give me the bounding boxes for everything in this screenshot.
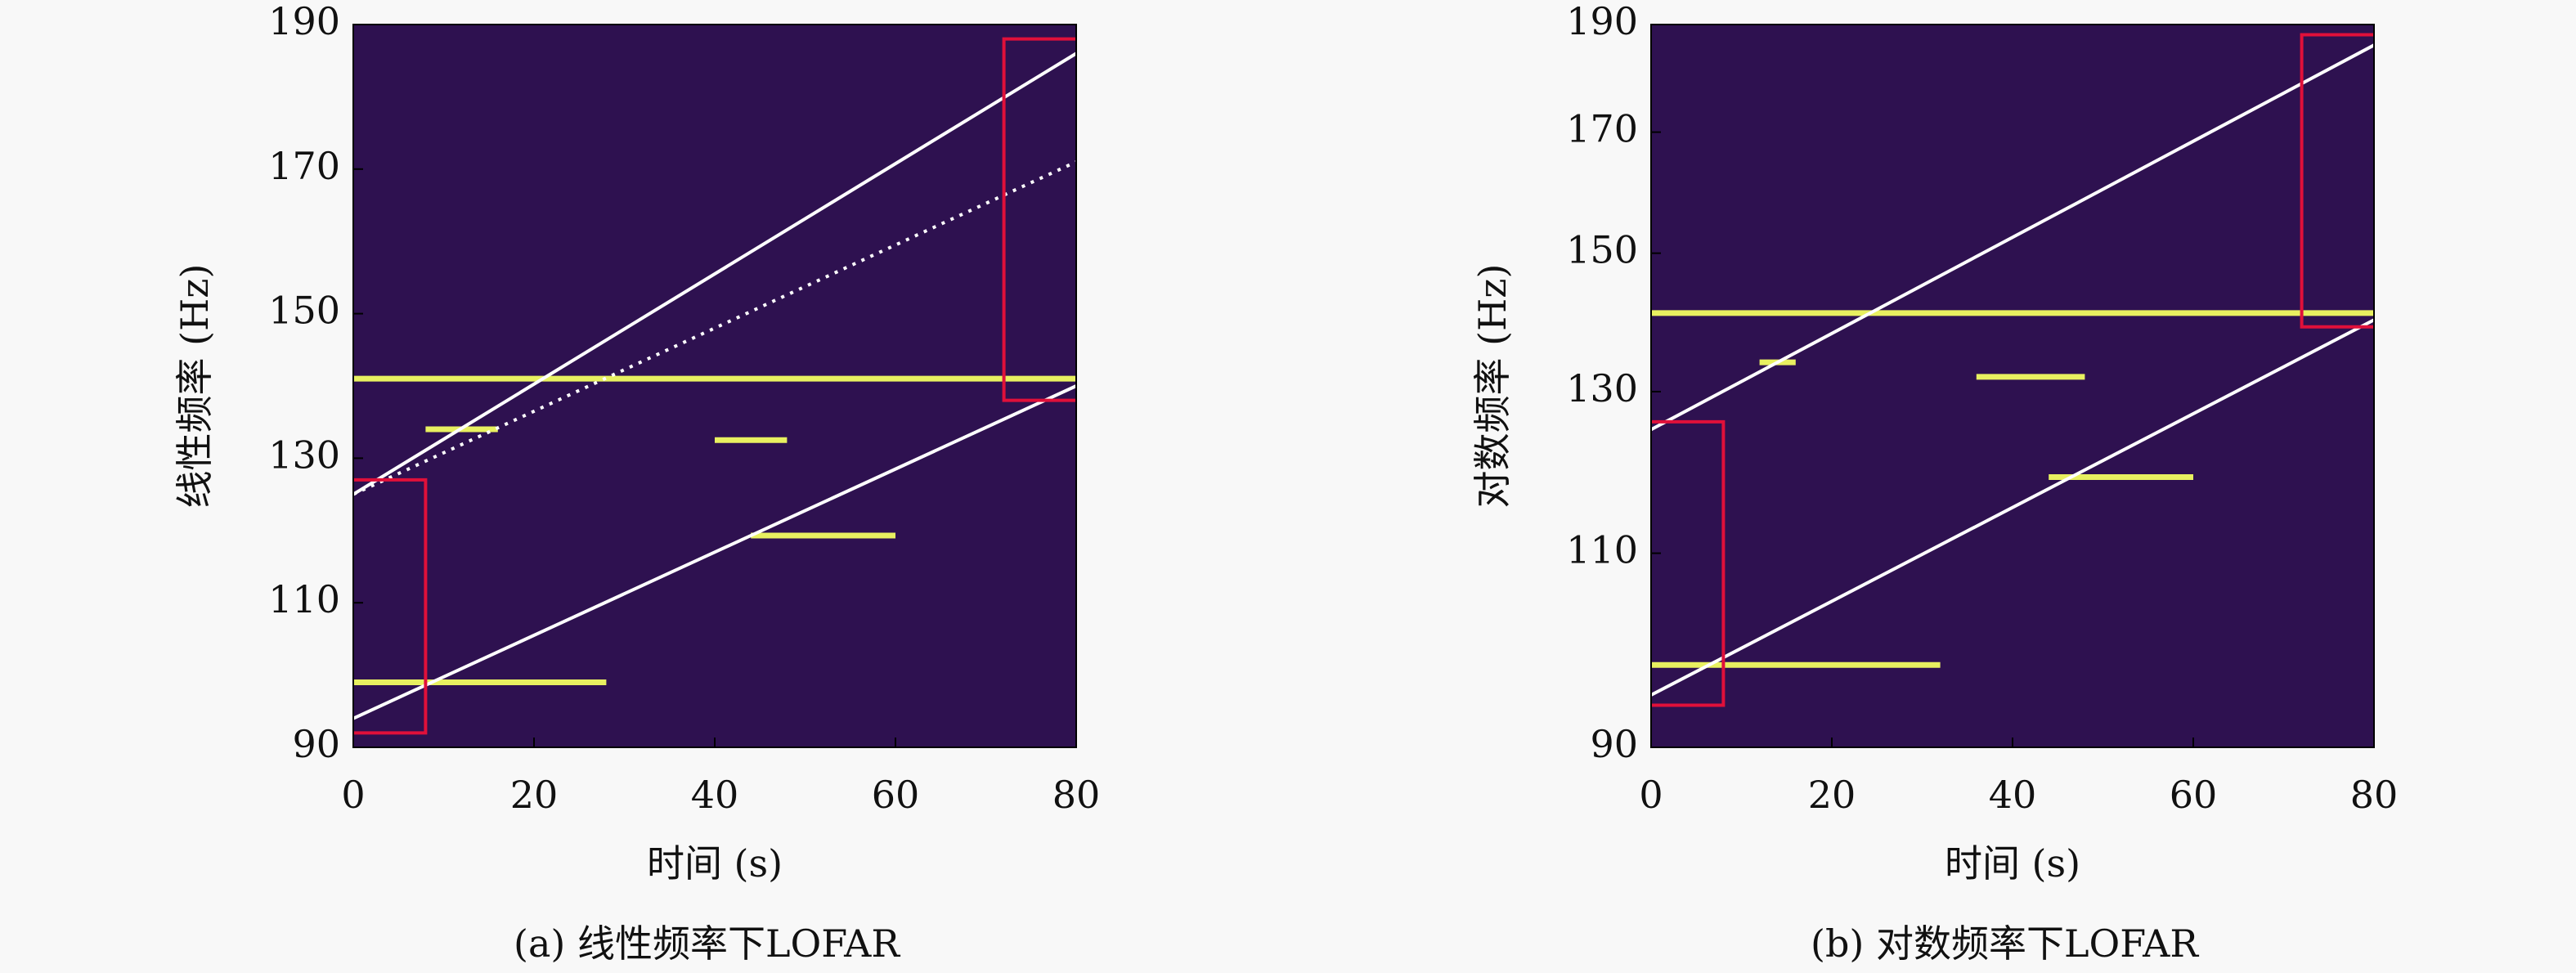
chart-caption: (b) 对数频率下LOFAR bbox=[1811, 921, 2199, 966]
x-tick-label: 40 bbox=[691, 773, 739, 817]
chart-caption: (a) 线性频率下LOFAR bbox=[514, 921, 900, 966]
y-axis-label: 线性频率 (Hz) bbox=[173, 264, 217, 509]
overlay-line bbox=[2300, 33, 2374, 329]
x-tick-label: 20 bbox=[1808, 773, 1856, 817]
x-tick-label: 60 bbox=[2170, 773, 2218, 817]
plot-area bbox=[353, 25, 1076, 747]
plot-area bbox=[1651, 25, 2374, 747]
y-tick-label: 170 bbox=[1566, 107, 1638, 151]
x-tick-label: 40 bbox=[1989, 773, 2037, 817]
y-tick-label: 190 bbox=[268, 0, 340, 43]
x-tick-label: 60 bbox=[872, 773, 920, 817]
y-tick-label: 150 bbox=[268, 289, 340, 333]
overlay-line bbox=[1002, 37, 1076, 402]
overlay-line bbox=[1650, 318, 2375, 697]
y-tick-label: 170 bbox=[268, 144, 340, 188]
overlay-line bbox=[352, 52, 1078, 496]
y-tick-label: 90 bbox=[292, 722, 340, 766]
y-tick-label: 110 bbox=[1566, 528, 1638, 572]
y-tick-label: 130 bbox=[268, 433, 340, 477]
overlay-line bbox=[1651, 419, 1726, 707]
x-tick-label: 80 bbox=[1052, 773, 1101, 817]
x-tick-label: 80 bbox=[2350, 773, 2399, 817]
x-axis-label: 时间 (s) bbox=[647, 841, 783, 886]
x-tick-label: 0 bbox=[1639, 773, 1663, 817]
overlay-line bbox=[352, 384, 1077, 720]
x-tick-label: 20 bbox=[510, 773, 559, 817]
y-tick-label: 190 bbox=[1566, 0, 1638, 43]
x-axis-label: 时间 (s) bbox=[1945, 841, 2080, 886]
y-tick-label: 110 bbox=[268, 577, 340, 621]
y-tick-label: 150 bbox=[1566, 228, 1638, 272]
y-axis-label: 对数频率 (Hz) bbox=[1470, 264, 1515, 509]
y-tick-label: 130 bbox=[1566, 366, 1638, 410]
overlay-line bbox=[353, 478, 428, 735]
x-tick-label: 0 bbox=[341, 773, 365, 817]
y-tick-label: 90 bbox=[1590, 722, 1638, 766]
overlay-line bbox=[1650, 43, 2375, 432]
